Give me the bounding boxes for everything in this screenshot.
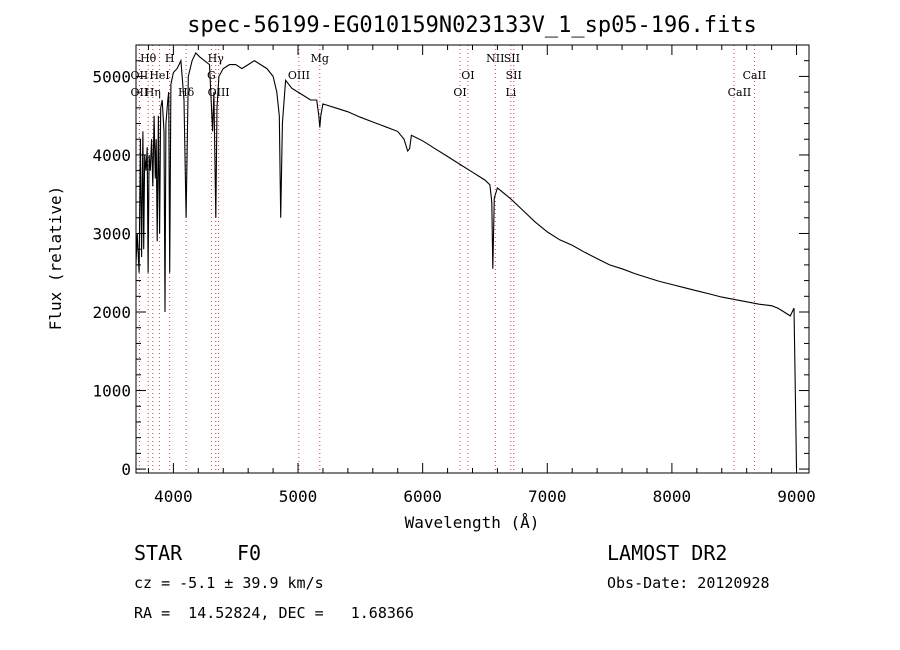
line-label-9: OIII <box>208 86 230 99</box>
x-axis-ticks: 4000 5000 6000 7000 8000 9000 <box>147 45 816 506</box>
line-label-1: OII <box>131 69 149 82</box>
x-tick-label-3: 7000 <box>528 487 567 506</box>
line-label-0: Hθ <box>140 52 157 65</box>
x-tick-label-5: 9000 <box>777 487 816 506</box>
y-tick-label-2: 2000 <box>92 303 131 322</box>
line-label-16: SII <box>506 69 522 82</box>
redshift-cz: cz = -5.1 ± 39.9 km/s <box>134 574 324 592</box>
y-tick-label-3: 3000 <box>92 224 131 243</box>
object-subclass: F0 <box>237 541 262 565</box>
line-label-17: Li <box>505 86 516 99</box>
y-axis-ticks: 0 1000 2000 3000 4000 5000 <box>92 60 809 479</box>
spectrum-line <box>135 51 798 470</box>
x-axis-label: Wavelength (Å) <box>405 513 540 532</box>
line-label-5: H <box>165 52 175 65</box>
line-label-2: HeI <box>149 69 169 82</box>
emission-line-markers <box>138 45 755 473</box>
x-tick-label-4: 8000 <box>653 487 692 506</box>
object-class: STAR <box>134 541 183 565</box>
line-label-18: CaII <box>743 69 767 82</box>
line-label-19: CaII <box>728 86 752 99</box>
coordinates: RA = 14.52824, DEC = 1.68366 <box>134 604 414 622</box>
chart-title: spec-56199-EG010159N023133V_1_sp05-196.f… <box>187 13 757 38</box>
line-label-4: Hη <box>145 86 161 99</box>
line-label-7: Hγ <box>208 52 225 65</box>
x-tick-label-2: 6000 <box>403 487 442 506</box>
x-tick-label-0: 4000 <box>154 487 193 506</box>
y-tick-label-4: 4000 <box>92 146 131 165</box>
y-tick-label-5: 5000 <box>92 67 131 86</box>
y-tick-label-0: 0 <box>121 460 131 479</box>
line-label-10: OIII <box>288 69 310 82</box>
line-label-13: OI <box>453 86 466 99</box>
x-tick-label-1: 5000 <box>279 487 318 506</box>
line-label-12: OI <box>461 69 474 82</box>
observation-date: Obs-Date: 20120928 <box>607 574 770 592</box>
line-label-11: Mg <box>311 52 329 65</box>
plot-frame <box>135 44 810 474</box>
line-label-14: NII <box>486 52 504 65</box>
y-axis-label: Flux (relative) <box>46 186 65 331</box>
line-label-8: G <box>207 69 216 82</box>
line-label-6: Hδ <box>178 86 195 99</box>
y-tick-label-1: 1000 <box>92 382 131 401</box>
line-label-15: SII <box>504 52 520 65</box>
survey-name: LAMOST DR2 <box>607 541 728 565</box>
